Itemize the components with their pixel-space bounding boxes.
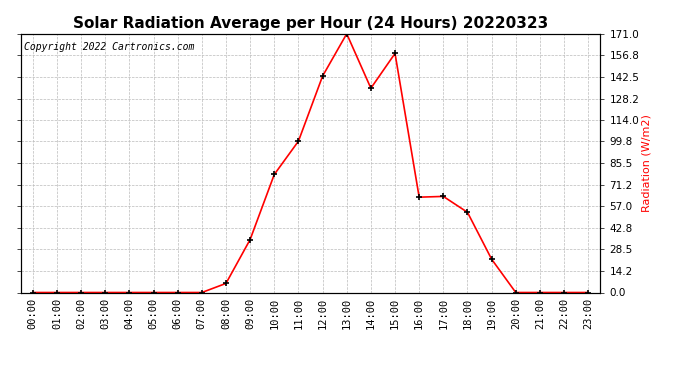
Y-axis label: Radiation (W/m2): Radiation (W/m2) [642,114,652,212]
Title: Solar Radiation Average per Hour (24 Hours) 20220323: Solar Radiation Average per Hour (24 Hou… [73,16,548,31]
Text: Copyright 2022 Cartronics.com: Copyright 2022 Cartronics.com [23,42,194,51]
